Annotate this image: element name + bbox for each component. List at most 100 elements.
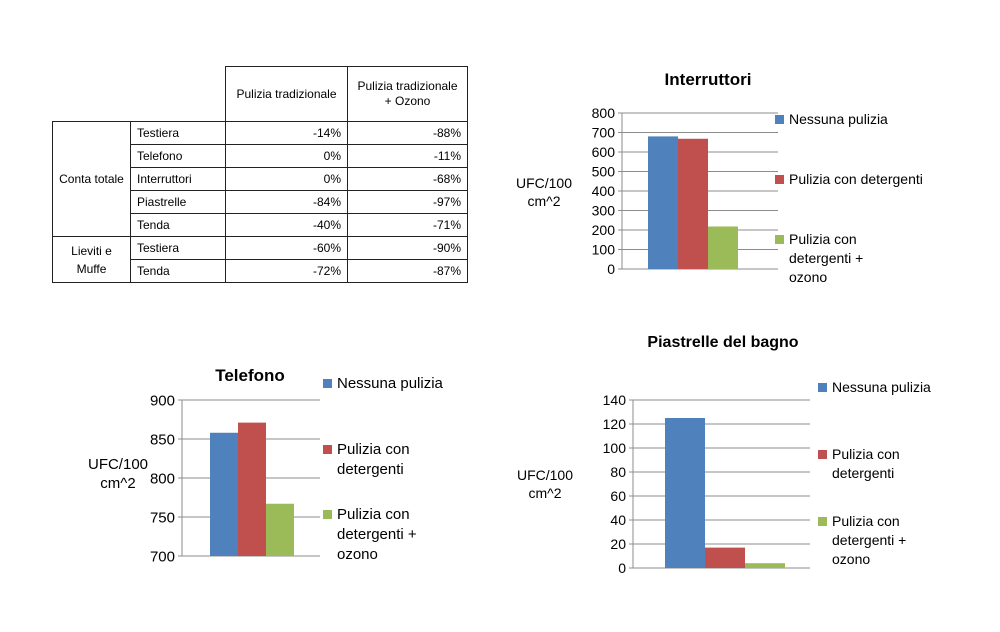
legend-label-line: Pulizia con [337,441,410,458]
y-tick-label: 400 [592,183,616,199]
row-label: Tenda [130,213,226,237]
row-label: Testiera [130,121,226,145]
legend-label-line: detergenti [337,461,404,478]
y-tick-label: 900 [150,392,175,409]
bar [648,136,678,269]
y-axis-label-line: cm^2 [528,485,561,501]
y-tick-label: 20 [610,536,626,552]
chart-title: Interruttori [665,70,752,89]
y-tick-label: 750 [150,509,175,526]
legend-label-line: detergenti + [832,532,906,548]
legend-label-line: Pulizia con detergenti [789,171,923,187]
legend-label: Pulizia con detergenti [337,441,410,478]
legend-label: Nessuna pulizia [337,375,444,392]
table-cell: -90% [347,236,468,260]
row-label: Interruttori [130,167,226,191]
y-tick-label: 40 [610,512,626,528]
legend-label: Nessuna pulizia [789,111,888,127]
table-cell: -40% [225,213,348,237]
y-tick-label: 700 [592,125,616,141]
y-tick-label: 850 [150,431,175,448]
column-header: Pulizia tradizionale [225,66,348,122]
legend-label: Pulizia con detergenti + ozono [789,231,863,285]
legend-label-line: Pulizia con [337,506,410,523]
y-axis-label-line: UFC/100 [517,467,573,483]
y-tick-label: 300 [592,203,616,219]
legend-label: Pulizia con detergenti [789,171,923,187]
legend-label-line: detergenti [832,465,894,481]
legend-label-line: ozono [789,269,827,285]
y-tick-label: 0 [607,261,615,277]
legend-label: Pulizia con detergenti + ozono [337,506,417,563]
bar [745,563,785,568]
row-label: Testiera [130,236,226,260]
legend-label-line: Pulizia con [832,446,900,462]
table-cell: 0% [225,167,348,191]
y-tick-label: 100 [592,242,616,258]
legend-label: Pulizia con detergenti [832,446,900,481]
y-tick-label: 100 [603,440,627,456]
legend-swatch [775,175,784,184]
bar [705,547,745,568]
y-tick-label: 140 [603,392,627,408]
y-axis-label: UFC/100 cm^2 [516,175,572,209]
legend-swatch [323,379,332,388]
legend-swatch [775,235,784,244]
legend-swatch [818,450,827,459]
legend-label-line: Pulizia con [789,231,857,247]
y-tick-label: 600 [592,144,616,160]
legend-swatch [818,517,827,526]
legend-label-line: detergenti + [337,526,417,543]
legend-swatch [323,445,332,454]
legend-label: Pulizia con detergenti + ozono [832,513,906,567]
bar [238,422,266,556]
row-label: Telefono [130,144,226,168]
y-tick-label: 800 [150,470,175,487]
y-axis-label-line: cm^2 [527,193,560,209]
y-tick-label: 80 [610,464,626,480]
legend-label-line: Nessuna pulizia [832,379,931,395]
legend-label-line: detergenti + [789,250,863,266]
table-header-row: Pulizia tradizionale Pulizia tradizional… [53,66,468,122]
y-tick-label: 0 [618,560,626,576]
y-axis-label: UFC/100 cm^2 [517,467,573,501]
y-axis-label-line: UFC/100 [88,456,148,473]
table-cell: -72% [225,259,348,283]
chart-title: Telefono [215,366,285,385]
table-row: Lieviti e Muffe Testiera -60% -90% [52,236,468,283]
row-label: Tenda [130,259,226,283]
table-cell: -84% [225,190,348,214]
legend-swatch [775,115,784,124]
bar [266,503,294,556]
bar [708,226,738,269]
chart-title: Piastrelle del bagno [647,334,798,351]
table-cell: -60% [225,236,348,260]
y-axis-label-line: cm^2 [100,475,135,492]
legend-label-line: ozono [832,551,870,567]
legend-label-line: ozono [337,546,378,563]
legend-label-line: Pulizia con [832,513,900,529]
bar [665,418,705,568]
y-tick-label: 60 [610,488,626,504]
table-row: Interruttori 0% -68% [53,167,468,191]
y-tick-label: 500 [592,164,616,180]
legend-swatch [818,383,827,392]
legend-label-line: Nessuna pulizia [337,375,444,392]
bar [678,138,708,269]
table-cell: -87% [347,259,468,283]
table-row: Conta totale Testiera -14% -88% [52,121,468,237]
group-label: Lieviti e Muffe [52,236,131,283]
y-tick-label: 800 [592,105,616,121]
table-cell: -68% [347,167,468,191]
y-axis-label-line: UFC/100 [516,175,572,191]
y-tick-label: 120 [603,416,627,432]
legend-swatch [323,510,332,519]
y-tick-label: 700 [150,548,175,565]
reduction-table: Pulizia tradizionale Pulizia tradizional… [52,66,468,283]
table-row: Tenda -72% -87% [53,259,468,283]
column-header: Pulizia tradizionale + Ozono [347,66,468,122]
legend-label: Nessuna pulizia [832,379,931,395]
group-label: Conta totale [52,121,131,237]
legend-label-line: Nessuna pulizia [789,111,888,127]
